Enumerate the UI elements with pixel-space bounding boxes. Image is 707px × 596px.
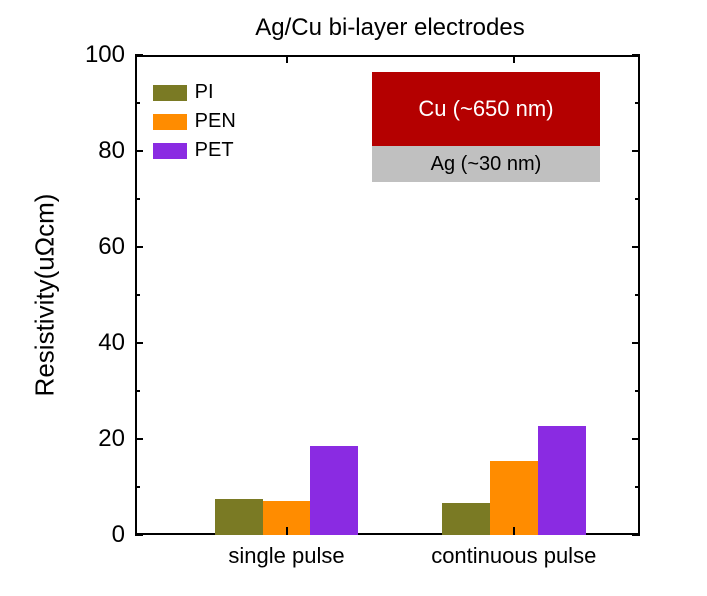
bar-pi-1 [442, 503, 490, 535]
ytick-mark-left [135, 342, 143, 344]
ytick-mark-left [135, 534, 143, 536]
bar-pi-0 [215, 499, 263, 535]
ytick-label: 80 [65, 137, 125, 165]
ytick-label: 60 [65, 233, 125, 261]
xtick-mark-top [286, 55, 288, 63]
ytick-mark-right [632, 438, 640, 440]
legend: PI PEN PET [153, 81, 236, 168]
ytick-minor-left [135, 102, 140, 104]
ytick-mark-right [632, 246, 640, 248]
ytick-label: 40 [65, 329, 125, 357]
ytick-minor-right [635, 294, 640, 296]
legend-label: PEN [195, 110, 236, 133]
layer-box: Ag (~30 nm) [372, 146, 599, 182]
ytick-mark-right [632, 54, 640, 56]
legend-swatch [153, 85, 187, 101]
ytick-minor-right [635, 198, 640, 200]
xtick-mark-bottom [286, 527, 288, 535]
legend-label: PET [195, 139, 234, 162]
ytick-mark-left [135, 246, 143, 248]
ytick-minor-left [135, 198, 140, 200]
legend-row: PEN [153, 110, 236, 133]
legend-label: PI [195, 81, 214, 104]
ytick-minor-right [635, 486, 640, 488]
legend-row: PI [153, 81, 236, 104]
bar-pen-1 [490, 461, 538, 535]
ytick-minor-left [135, 486, 140, 488]
ytick-minor-right [635, 390, 640, 392]
ytick-label: 100 [65, 41, 125, 69]
layer-box: Cu (~650 nm) [372, 72, 599, 146]
bar-pet-0 [310, 446, 358, 535]
chart-title: Ag/Cu bi-layer electrodes [190, 14, 590, 42]
ytick-label: 20 [65, 425, 125, 453]
x-category-label: single pulse [228, 543, 344, 569]
legend-swatch [153, 143, 187, 159]
ytick-label: 0 [65, 521, 125, 549]
x-category-label: continuous pulse [431, 543, 596, 569]
ytick-mark-right [632, 150, 640, 152]
ytick-mark-right [632, 534, 640, 536]
ytick-mark-left [135, 438, 143, 440]
xtick-mark-top [513, 55, 515, 63]
legend-row: PET [153, 139, 236, 162]
ytick-minor-left [135, 294, 140, 296]
ytick-mark-right [632, 342, 640, 344]
ytick-minor-left [135, 390, 140, 392]
bar-pet-1 [538, 426, 586, 535]
ytick-minor-right [635, 102, 640, 104]
y-axis-label: Resistivity(uΩcm) [30, 194, 61, 397]
legend-swatch [153, 114, 187, 130]
ytick-mark-left [135, 54, 143, 56]
xtick-mark-bottom [513, 527, 515, 535]
ytick-mark-left [135, 150, 143, 152]
